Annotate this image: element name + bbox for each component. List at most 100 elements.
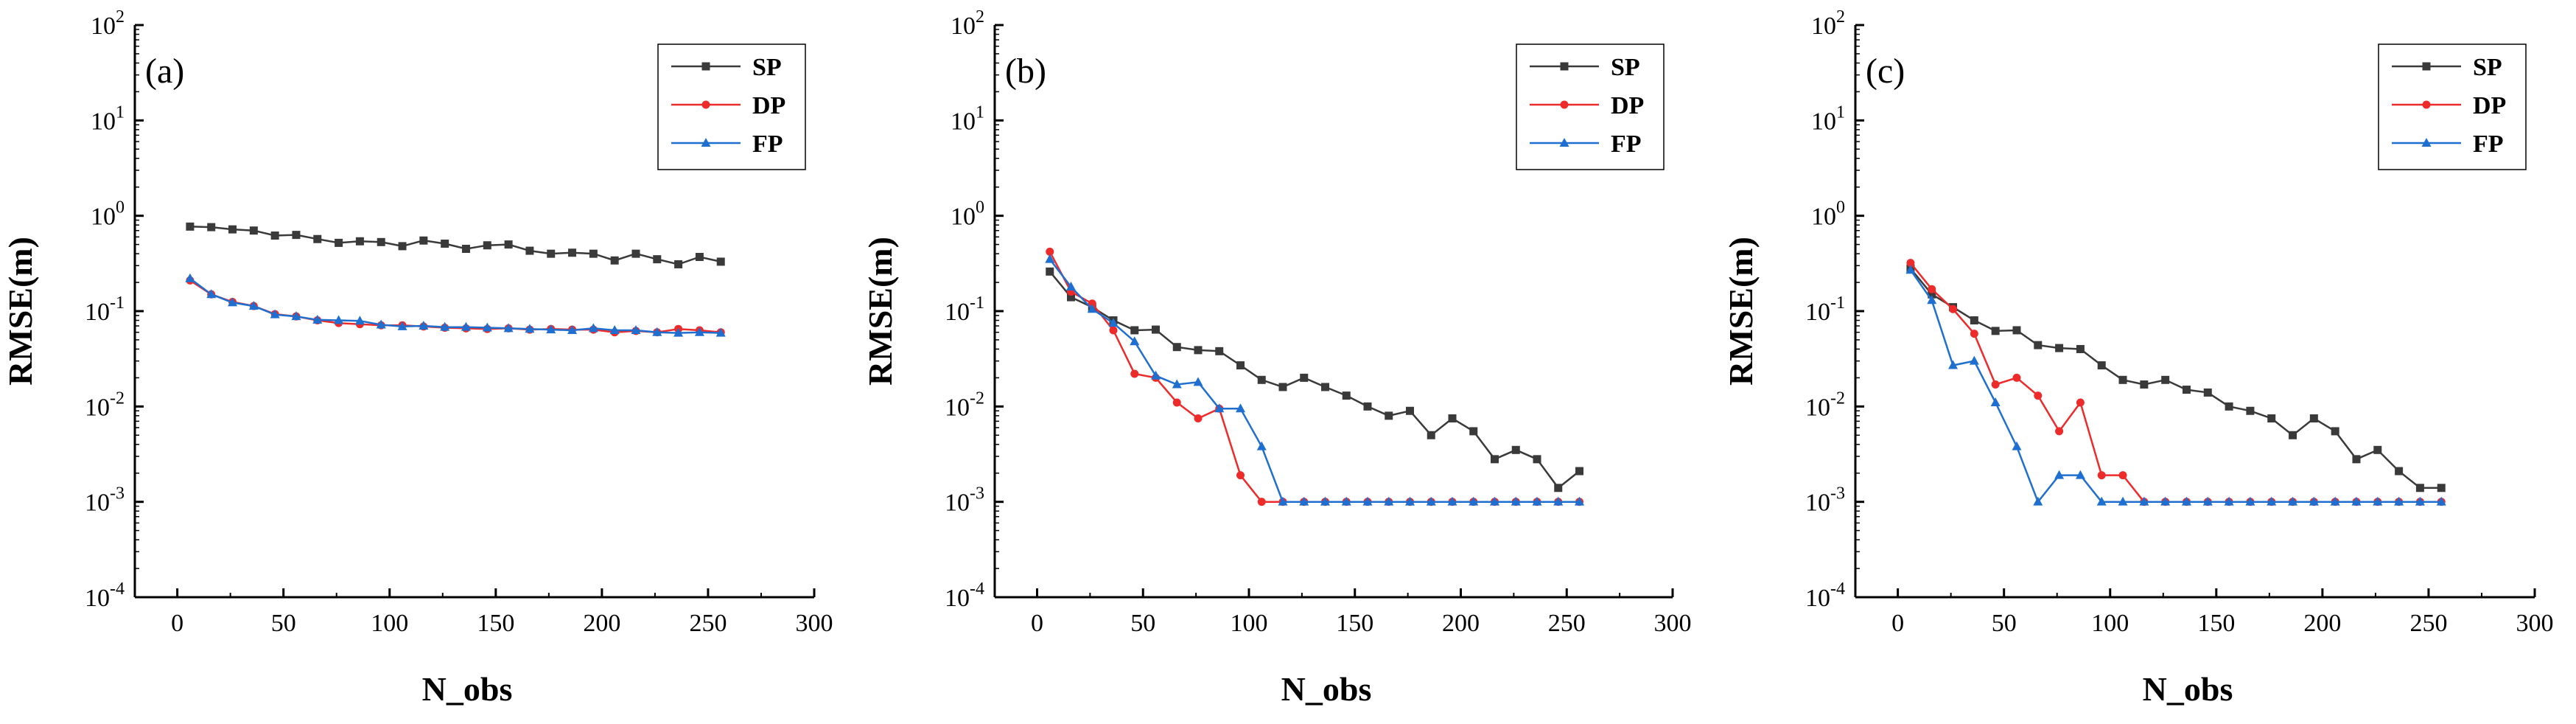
data-point-SP (695, 253, 704, 262)
data-point-FP (1990, 397, 2001, 406)
data-point-SP (1257, 375, 1266, 384)
data-point-SP (1321, 383, 1329, 391)
data-point-SP (483, 241, 491, 250)
data-point-FP (1447, 496, 1457, 506)
legend-marker-SP (2422, 62, 2431, 71)
series-line-FP (1049, 258, 1580, 503)
data-point-FP (1236, 403, 1245, 413)
data-point-FP (440, 321, 450, 331)
data-point-SP (631, 249, 640, 258)
data-point-SP (2118, 375, 2127, 384)
data-point-FP (1905, 265, 1916, 274)
data-point-FP (1384, 496, 1394, 506)
data-point-SP (2352, 455, 2361, 464)
data-point-FP (419, 321, 429, 330)
data-point-FP (334, 315, 344, 324)
data-point-FP (461, 321, 471, 331)
data-point-SP (1427, 431, 1435, 439)
data-point-FP (1045, 254, 1055, 263)
data-point-DP (2012, 373, 2021, 382)
data-point-FP (1469, 496, 1479, 506)
data-point-SP (2076, 344, 2085, 353)
data-point-SP (228, 225, 237, 234)
data-point-FP (1553, 496, 1564, 506)
data-point-FP (1193, 377, 1203, 386)
y-axis-title: RMSE(m) (1722, 237, 1760, 386)
data-point-SP (441, 239, 449, 248)
x-tick-label: 0 (1031, 610, 1043, 637)
data-point-FP (2330, 496, 2340, 506)
legend-label-DP: DP (1611, 92, 1644, 119)
y-tick-label: 10-2 (1805, 389, 1845, 421)
data-point-FP (482, 322, 492, 332)
legend-marker-SP (1560, 62, 1569, 71)
data-point-SP (1970, 316, 1978, 325)
data-point-DP (1970, 330, 1978, 338)
data-point-DP (1949, 304, 1958, 313)
x-axis-title: N_obs (422, 670, 513, 708)
data-point-SP (2140, 380, 2149, 389)
data-point-SP (716, 257, 725, 266)
legend-label-FP: FP (2473, 130, 2504, 158)
legend-marker-FP (701, 138, 711, 147)
data-point-FP (652, 327, 662, 336)
data-point-FP (1130, 336, 1140, 346)
y-tick-label: 101 (1811, 102, 1845, 135)
legend-marker-DP (2422, 100, 2431, 109)
data-point-FP (2436, 496, 2446, 506)
panel-label: (b) (1005, 52, 1046, 91)
data-point-FP (2160, 496, 2171, 506)
data-point-FP (1405, 496, 1415, 506)
data-point-FP (673, 327, 684, 337)
data-point-DP (1906, 259, 1915, 268)
data-point-DP (2034, 391, 2043, 400)
data-point-SP (1172, 343, 1181, 352)
data-point-SP (2289, 431, 2297, 439)
y-tick-label: 10-2 (85, 389, 125, 421)
legend-box (1516, 43, 1665, 170)
x-tick-label: 200 (2303, 610, 2341, 637)
legend-box (657, 43, 806, 170)
data-point-SP (461, 245, 470, 254)
data-point-SP (1342, 391, 1351, 400)
data-point-SP (355, 237, 364, 246)
data-point-DP (1194, 414, 1203, 422)
data-point-FP (567, 324, 578, 334)
data-point-DP (2055, 427, 2064, 436)
data-point-DP (1928, 285, 1936, 293)
data-point-FP (354, 316, 365, 325)
data-point-FP (2202, 496, 2213, 506)
data-point-SP (249, 226, 258, 235)
data-point-SP (525, 246, 534, 255)
data-point-FP (2309, 496, 2319, 506)
data-point-FP (2267, 496, 2277, 506)
data-point-FP (1490, 496, 1499, 506)
y-tick-label: 100 (951, 198, 984, 231)
data-point-SP (2331, 427, 2339, 436)
legend-marker-DP (1560, 100, 1569, 109)
data-point-FP (228, 297, 238, 307)
data-point-SP (1046, 267, 1054, 276)
data-point-SP (1236, 361, 1245, 370)
data-point-SP (589, 249, 598, 258)
data-point-FP (291, 311, 301, 321)
data-point-SP (335, 238, 343, 247)
data-point-DP (1991, 380, 2000, 389)
data-point-FP (1278, 496, 1288, 506)
x-axis-title: N_obs (2143, 670, 2233, 708)
x-tick-label: 100 (371, 610, 408, 637)
x-tick-label: 150 (1336, 610, 1373, 637)
data-point-DP (1257, 498, 1266, 507)
data-point-SP (2034, 341, 2043, 349)
data-point-FP (1511, 496, 1521, 506)
data-point-DP (2076, 398, 2085, 407)
legend-marker-FP (2421, 138, 2432, 147)
data-point-SP (2225, 402, 2233, 411)
y-tick-label: 102 (91, 7, 125, 40)
data-point-DP (1172, 398, 1181, 407)
data-point-FP (397, 321, 407, 330)
data-point-SP (2203, 388, 2212, 397)
data-point-DP (2118, 471, 2127, 480)
x-tick-label: 100 (2091, 610, 2129, 637)
x-tick-label: 200 (583, 610, 620, 637)
